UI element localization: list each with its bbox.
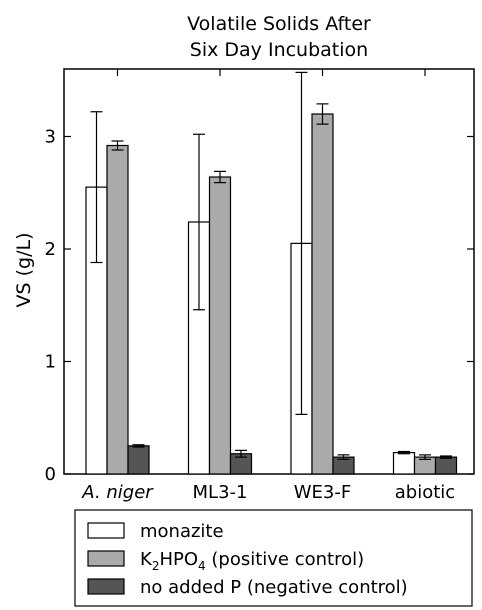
x-tick-label: abiotic bbox=[395, 482, 455, 503]
bar bbox=[311, 113, 334, 475]
legend-swatch bbox=[87, 522, 125, 539]
chart-title-line-1: Volatile Solids After bbox=[187, 13, 371, 35]
bar bbox=[106, 144, 129, 475]
y-tick-label: 1 bbox=[45, 352, 56, 373]
legend-swatch bbox=[87, 550, 125, 567]
legend-box bbox=[74, 509, 473, 607]
legend: monazite K2HPO4 (positive control) no adde… bbox=[74, 509, 473, 607]
y-tick-label: 3 bbox=[45, 127, 56, 148]
chart-title-line-2: Six Day Incubation bbox=[190, 39, 368, 61]
legend-swatch bbox=[87, 578, 125, 595]
bar bbox=[208, 176, 232, 475]
axes-frame bbox=[63, 68, 475, 475]
x-tick-label: WE3-F bbox=[294, 482, 351, 503]
legend-label: no added P (negative control) bbox=[140, 577, 408, 598]
y-tick-label: 0 bbox=[45, 464, 56, 485]
legend-label: monazite bbox=[140, 521, 224, 542]
y-tick-label: 2 bbox=[45, 239, 56, 260]
plot-area: 0 1 2 3 A. niger ML3-1 WE3-F abiotic bbox=[45, 68, 475, 503]
x-tick-label: A. niger bbox=[81, 482, 154, 503]
bar bbox=[392, 452, 416, 475]
bar bbox=[434, 456, 458, 475]
bar bbox=[127, 445, 150, 475]
x-tick-label: ML3-1 bbox=[193, 482, 248, 503]
y-axis-label: VS (g/L) bbox=[13, 233, 35, 308]
legend-label: K2HPO4 (positive control) bbox=[140, 549, 364, 573]
